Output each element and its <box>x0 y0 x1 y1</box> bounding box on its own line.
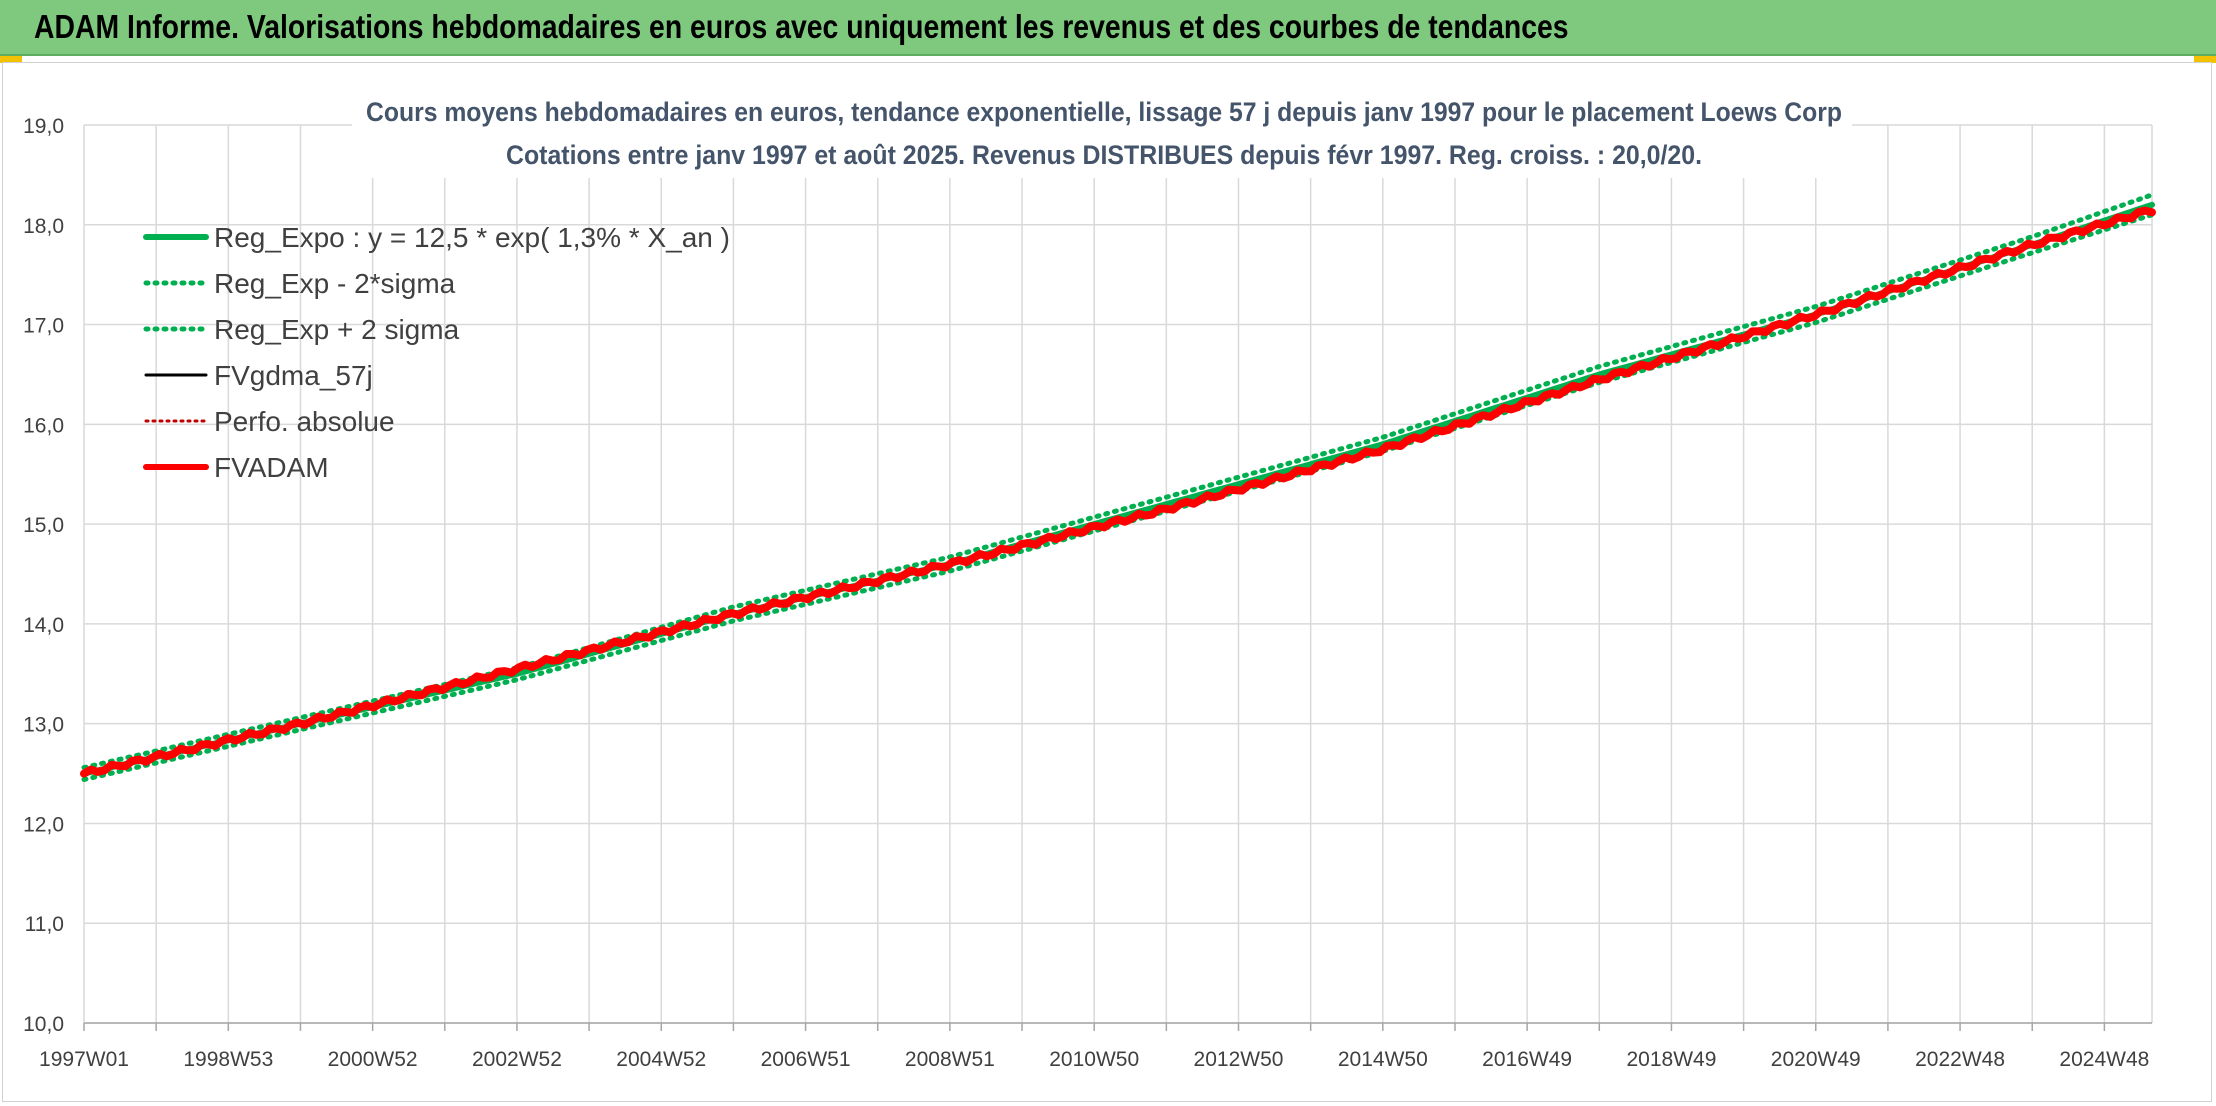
x-tick-label: 2022W48 <box>1915 1048 2005 1071</box>
chart-subtitle: Cotations entre janv 1997 et août 2025. … <box>506 140 1702 170</box>
y-tick-label: 15,0 <box>23 514 64 537</box>
chart-frame <box>2 62 2212 1102</box>
banner-corner-right <box>2194 56 2216 63</box>
y-tick-label: 19,0 <box>23 115 64 138</box>
y-tick-label: 17,0 <box>23 315 64 338</box>
y-tick-label: 10,0 <box>23 1013 64 1036</box>
x-tick-label: 2002W52 <box>472 1048 562 1071</box>
x-tick-label: 2000W52 <box>328 1048 418 1071</box>
x-tick-label: 2024W48 <box>2059 1048 2149 1071</box>
x-tick-label: 2016W49 <box>1482 1048 1572 1071</box>
y-tick-label: 11,0 <box>25 913 64 936</box>
title-background <box>352 90 1852 178</box>
x-tick-label: 2014W50 <box>1338 1048 1428 1071</box>
x-tick-label: 2006W51 <box>761 1048 851 1071</box>
legend-label: Reg_Expo : y = 12,5 * exp( 1,3% * X_an ) <box>214 222 730 253</box>
series-layer <box>80 192 2156 782</box>
axis-layer: 10,0 11,0 12,0 13,0 14,0 15,0 16,0 17,0 18,0 19,0… <box>23 115 2152 1071</box>
x-tick-label: 2012W50 <box>1194 1048 1284 1071</box>
x-tick-label: 2010W50 <box>1049 1048 1139 1071</box>
legend-label: Reg_Exp + 2 sigma <box>214 314 460 345</box>
title-layer: Cours moyens hebdomadaires en euros, ten… <box>352 90 1852 178</box>
x-tick-label: 2018W49 <box>1626 1048 1716 1071</box>
y-tick-label: 18,0 <box>23 215 64 238</box>
series-line-1 <box>81 212 2155 782</box>
report-title: ADAM Informe. Valorisations hebdomadaire… <box>34 8 1569 45</box>
x-tick-label: 2020W49 <box>1771 1048 1861 1071</box>
legend-label: FVgdma_57j <box>214 360 373 391</box>
legend: Reg_Expo : y = 12,5 * exp( 1,3% * X_an )… <box>143 222 730 483</box>
chart-title: Cours moyens hebdomadaires en euros, ten… <box>366 97 1842 127</box>
report-banner: ADAM Informe. Valorisations hebdomadaire… <box>0 0 2216 56</box>
y-tick-label: 12,0 <box>23 813 64 836</box>
legend-label: FVADAM <box>214 452 329 483</box>
legend-label: Perfo. absolue <box>214 406 395 437</box>
x-tick-label: 2008W51 <box>905 1048 995 1071</box>
y-tick-label: 13,0 <box>23 714 64 737</box>
legend-label: Reg_Exp - 2*sigma <box>214 268 456 299</box>
x-tick-label: 1998W53 <box>183 1048 273 1071</box>
x-tick-label: 1997W01 <box>39 1048 129 1071</box>
grid-layer <box>83 124 2153 1024</box>
series-line-5 <box>80 206 2156 778</box>
x-tick-label: 2004W52 <box>616 1048 706 1071</box>
y-tick-label: 16,0 <box>23 414 64 437</box>
banner-corner-left <box>0 56 22 63</box>
y-tick-label: 14,0 <box>23 614 64 637</box>
